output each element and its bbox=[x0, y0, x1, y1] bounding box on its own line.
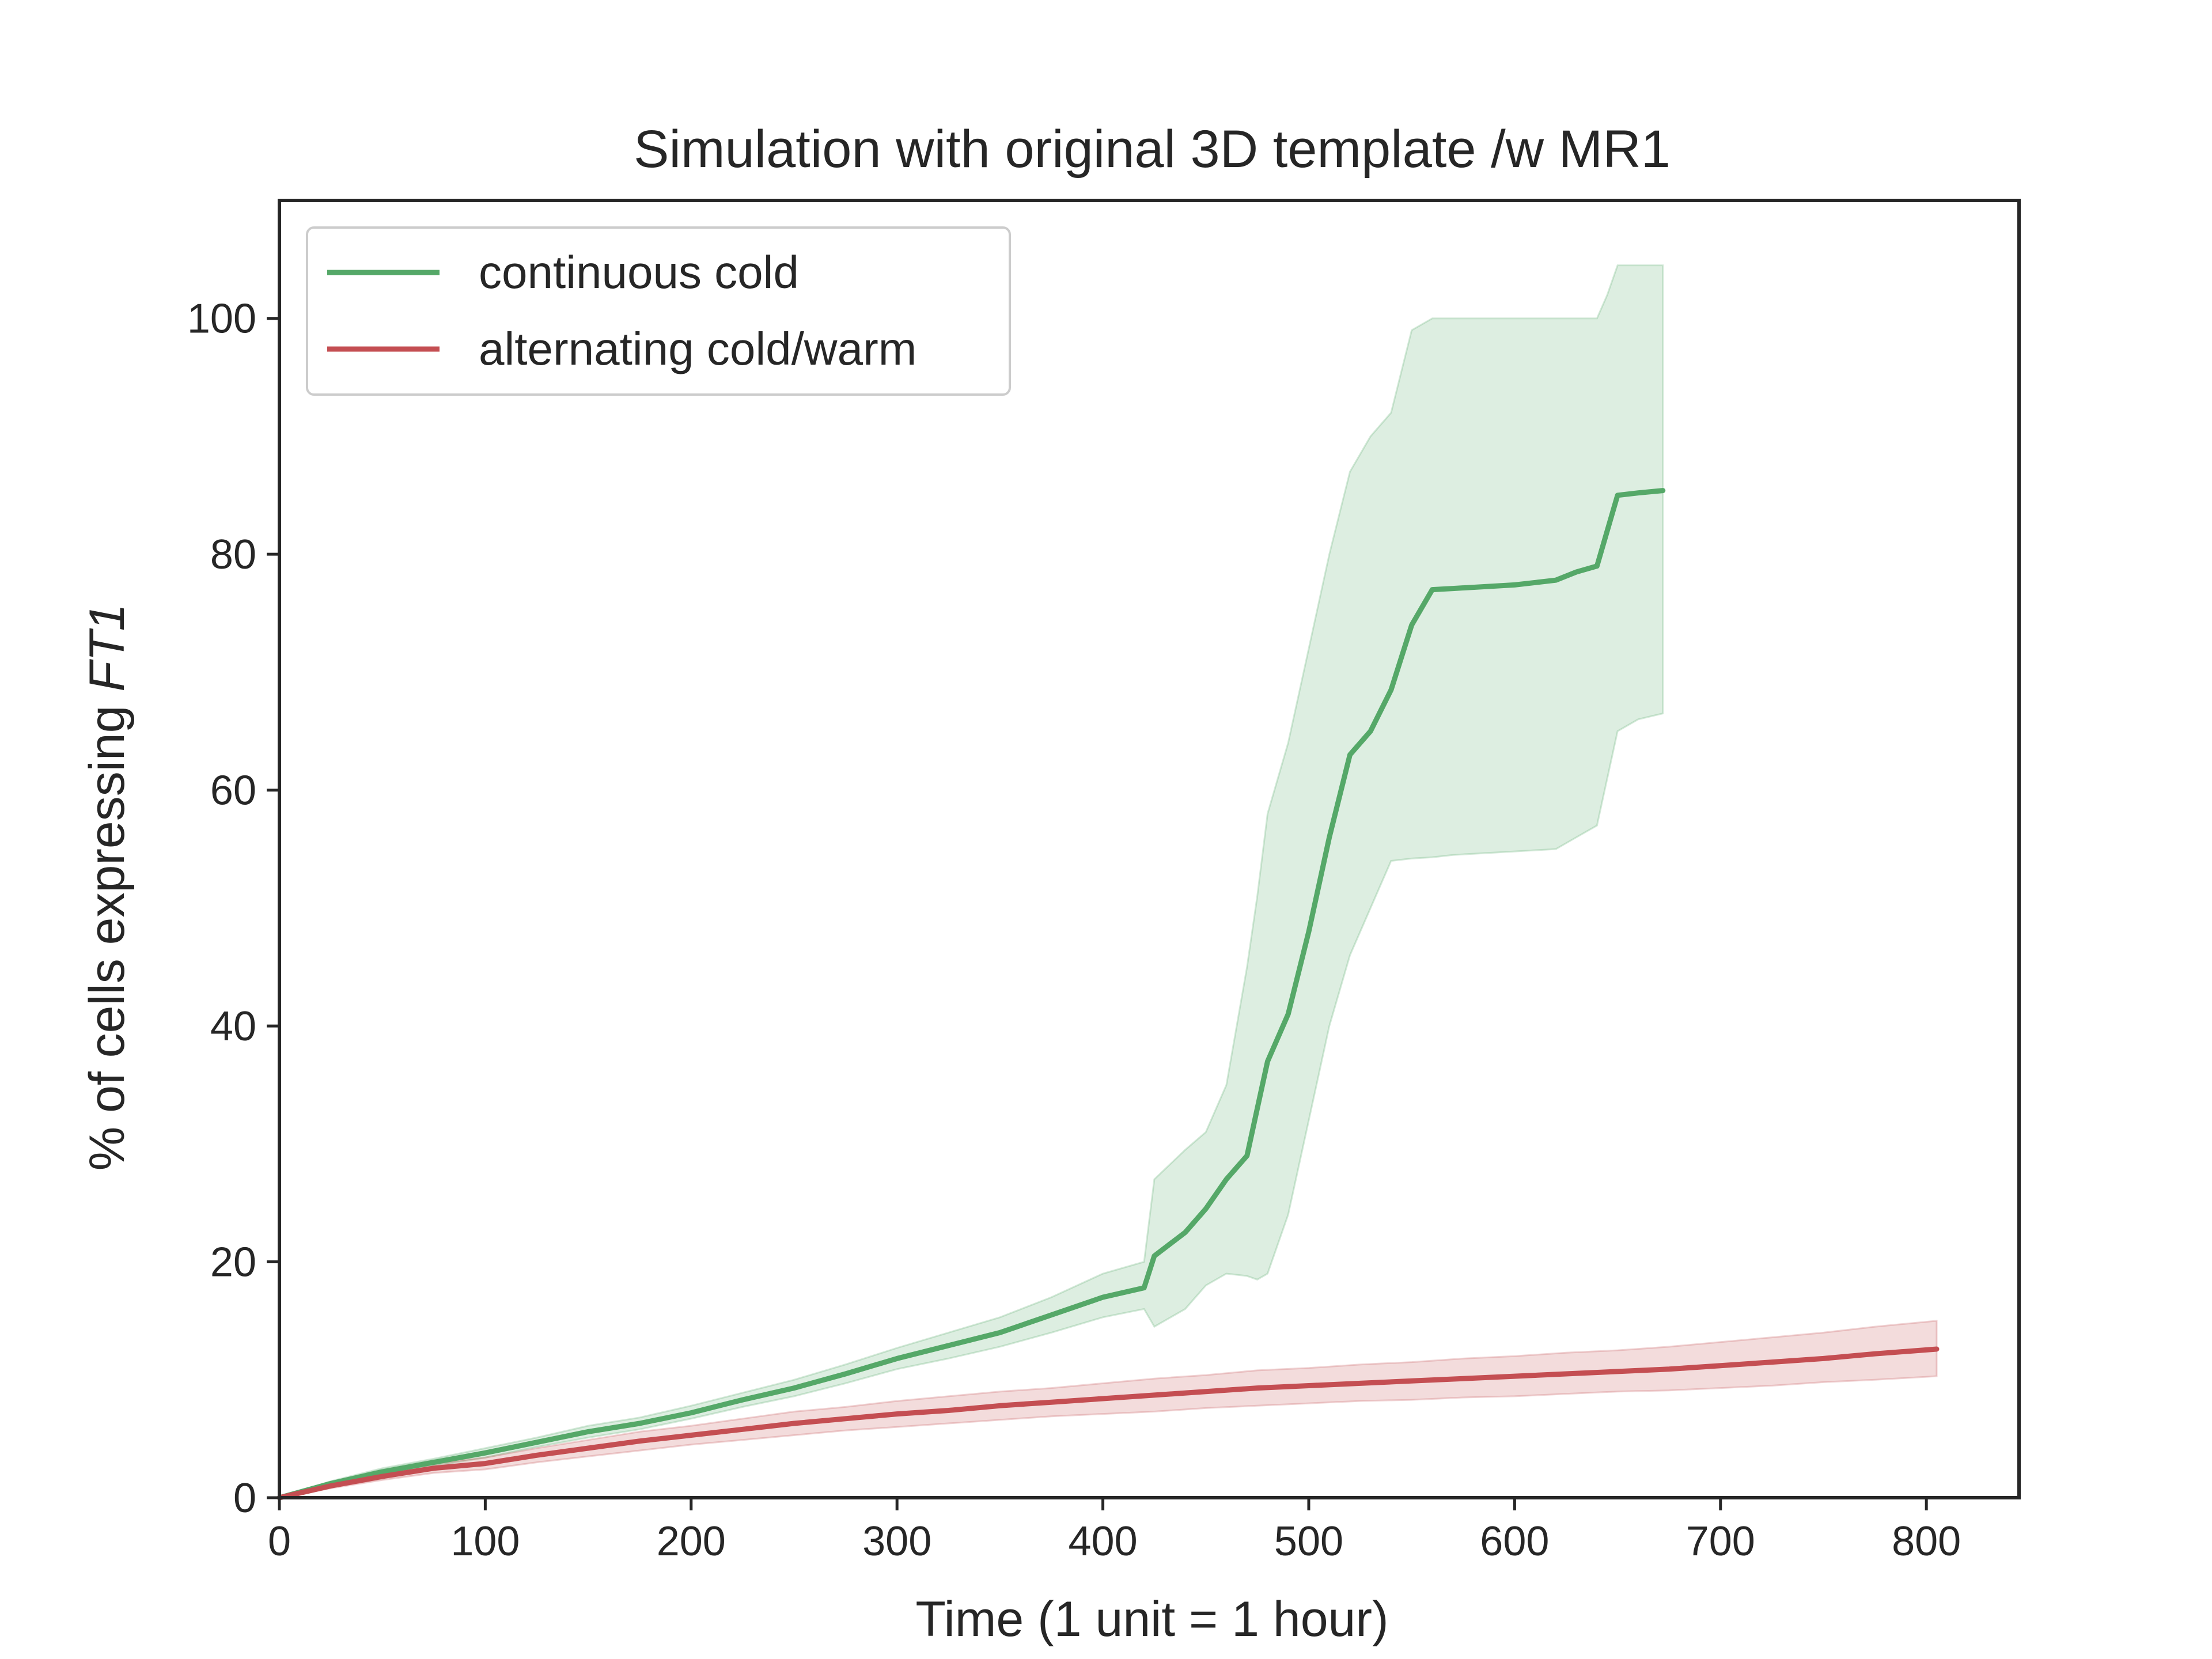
x-tick-label: 400 bbox=[1069, 1518, 1138, 1565]
y-tick-label: 100 bbox=[187, 296, 256, 342]
x-tick-label: 800 bbox=[1892, 1518, 1961, 1565]
line-continuous-cold bbox=[276, 488, 1666, 1501]
x-tick-label: 600 bbox=[1480, 1518, 1549, 1565]
x-axis-title: Time (1 unit = 1 hour) bbox=[915, 1592, 1388, 1647]
y-tick-label: 40 bbox=[210, 1003, 256, 1050]
legend-label-continuous-cold: continuous cold bbox=[479, 247, 799, 298]
line-alternating-cold-warm bbox=[276, 1346, 1940, 1501]
y-tick-label: 60 bbox=[210, 768, 256, 814]
y-tick-label: 0 bbox=[233, 1475, 256, 1521]
y-axis-title-prefix: % of cells expressing bbox=[79, 692, 135, 1171]
y-axis-title-italic: FT1 bbox=[79, 604, 135, 692]
x-tick-label: 500 bbox=[1274, 1518, 1343, 1565]
x-tick-label: 200 bbox=[657, 1518, 726, 1565]
x-tick-label: 700 bbox=[1686, 1518, 1755, 1565]
series-lines bbox=[276, 488, 1940, 1501]
legend: continuous cold alternating cold/warm bbox=[306, 226, 1011, 396]
y-tick-label: 20 bbox=[210, 1240, 256, 1286]
x-tick-label: 0 bbox=[268, 1518, 291, 1565]
chart-title: Simulation with original 3D template /w … bbox=[634, 120, 1671, 179]
x-tick-label: 100 bbox=[450, 1518, 520, 1565]
legend-box bbox=[306, 226, 1011, 396]
y-tick-label: 80 bbox=[210, 532, 256, 578]
legend-label-alternating-cold-warm: alternating cold/warm bbox=[479, 323, 916, 374]
plot-frame bbox=[278, 199, 2021, 1499]
x-tick-label: 300 bbox=[862, 1518, 931, 1565]
axes: 0 100 200 300 400 500 600 700 800 0 20 40 60 80 100 bbox=[187, 199, 2021, 1565]
y-axis-title: % of cells expressing FT1 bbox=[79, 604, 135, 1171]
